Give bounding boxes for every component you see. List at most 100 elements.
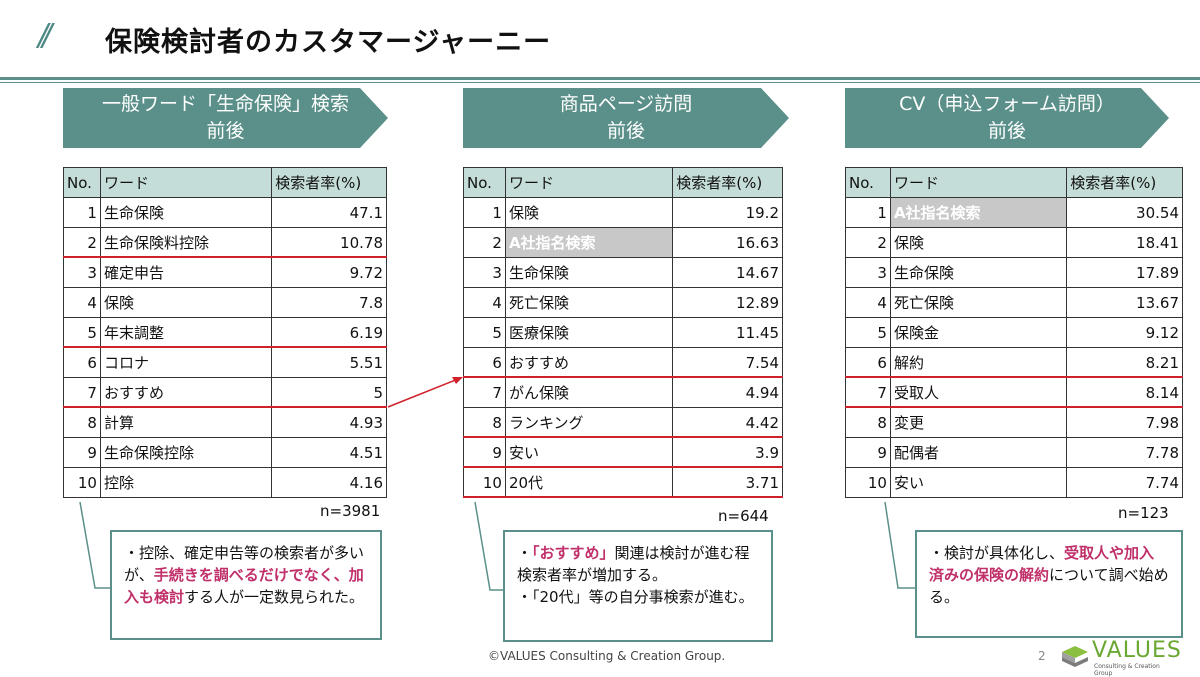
callout-connector-3 [884, 501, 917, 589]
column-header: No. [845, 167, 891, 198]
table-row: 4 死亡保険 12.89 [463, 287, 783, 318]
rank-cell: 10 [845, 467, 891, 498]
table-row: 4 死亡保険 13.67 [845, 287, 1183, 318]
rank-cell: 6 [463, 347, 506, 378]
word-cell: 生命保険料控除 [99, 227, 273, 258]
note-text: する人が一定数見られた。 [184, 588, 365, 606]
table-row: 5 保険金 9.12 [845, 317, 1183, 348]
note-text: ・「20代」等の自分事検索が進む。 [517, 588, 754, 606]
table-row: 2 保険 18.41 [845, 227, 1183, 258]
word-cell: 生命保険 [504, 257, 674, 288]
rate-cell: 6.19 [271, 317, 387, 348]
word-cell: 生命保険 [99, 197, 273, 228]
stage-title: 一般ワード「生命保険」検索 [101, 93, 349, 115]
note-text: について調べ始める。 [929, 566, 1169, 606]
red-arrow-head [452, 377, 463, 384]
red-underline [63, 346, 387, 348]
word-cell: コロナ [99, 347, 273, 378]
word-cell: 保険 [504, 197, 674, 228]
table-row: 2 生命保険料控除 10.78 [63, 227, 387, 258]
callout-connector-1 [79, 501, 112, 589]
note-text: ・検討が具体化し、 [929, 544, 1065, 562]
rate-cell: 4.42 [672, 407, 783, 438]
rank-cell: 2 [463, 227, 506, 258]
word-cell: A社指名検索 [504, 227, 674, 258]
word-cell: 安い [889, 467, 1068, 498]
sample-size: n=123 [1118, 504, 1169, 522]
sample-size: n=3981 [320, 502, 381, 520]
sample-size: n=644 [718, 507, 769, 525]
table-row: 5 医療保険 11.45 [463, 317, 783, 348]
rank-cell: 5 [63, 317, 101, 348]
table-row: 1 A社指名検索 30.54 [845, 197, 1183, 228]
table-row: 7 がん保険 4.94 [463, 377, 783, 408]
insight-callout-3: ・検討が具体化し、受取人や加入済みの保険の解約について調べ始める。 [915, 530, 1183, 638]
rank-cell: 5 [463, 317, 506, 348]
column-header: No. [463, 167, 506, 198]
rank-cell: 10 [63, 467, 101, 498]
keyword-table-3: No. ワード 検索者率(%) 1 A社指名検索 30.54 2 保険 18.41 3 生命保険 17… [845, 167, 1183, 498]
word-cell: 変更 [889, 407, 1068, 438]
table-row: 5 年末調整 6.19 [63, 317, 387, 348]
table-row: 4 保険 7.8 [63, 287, 387, 318]
table-header: No. ワード 検索者率(%) [463, 167, 783, 198]
note-text: 関連は検討が進む程検索者率が増加する。 [517, 544, 750, 584]
rank-cell: 4 [63, 287, 101, 318]
stage-header-2: 商品ページ訪問 前後 [463, 88, 789, 148]
rate-cell: 47.1 [271, 197, 387, 228]
red-underline [63, 256, 387, 258]
column-header: No. [63, 167, 101, 198]
word-cell: 計算 [99, 407, 273, 438]
table-row: 1 保険 19.2 [463, 197, 783, 228]
table-row: 8 計算 4.93 [63, 407, 387, 438]
note-text: ・控除、確定申告等の検索者が多いが、 [124, 544, 365, 584]
rate-cell: 7.78 [1066, 437, 1183, 468]
stage-subtitle: 前後 [987, 120, 1026, 142]
word-cell: 生命保険控除 [99, 437, 273, 468]
word-cell: 解約 [889, 347, 1068, 378]
red-underline [463, 466, 783, 468]
table-row: 2 A社指名検索 16.63 [463, 227, 783, 258]
table-row: 10 控除 4.16 [63, 467, 387, 498]
stage-title: CV（申込フォーム訪問） [899, 93, 1115, 115]
footer-copyright: ©VALUES Consulting & Creation Group. [488, 649, 726, 663]
red-underline [463, 436, 783, 438]
logo-subtext: Consulting & Creation Group [1094, 663, 1160, 677]
note-text: ・ [517, 544, 533, 562]
logo-mark-icon [1062, 646, 1088, 667]
rank-cell: 7 [845, 377, 891, 408]
red-underline [845, 406, 1183, 408]
callout-connector-2 [474, 501, 505, 591]
rate-cell: 8.21 [1066, 347, 1183, 378]
red-underline [463, 376, 783, 378]
table-row: 6 解約 8.21 [845, 347, 1183, 378]
stage-header-1: 一般ワード「生命保険」検索 前後 [63, 88, 388, 148]
rank-cell: 7 [463, 377, 506, 408]
rank-cell: 1 [845, 197, 891, 228]
word-cell: 生命保険 [889, 257, 1068, 288]
column-header: ワード [889, 167, 1068, 198]
stage-subtitle: 前後 [606, 120, 645, 142]
rate-cell: 5.51 [271, 347, 387, 378]
column-header: 検索者率(%) [672, 167, 783, 198]
word-cell: 控除 [99, 467, 273, 498]
stage-subtitle: 前後 [206, 120, 245, 142]
rank-cell: 1 [463, 197, 506, 228]
word-cell: がん保険 [504, 377, 674, 408]
rank-cell: 9 [845, 437, 891, 468]
table-row: 1 生命保険 47.1 [63, 197, 387, 228]
rate-cell: 19.2 [672, 197, 783, 228]
rate-cell: 10.78 [271, 227, 387, 258]
red-underline [63, 406, 387, 408]
red-underline [463, 496, 783, 498]
word-cell: 死亡保険 [889, 287, 1068, 318]
rate-cell: 7.74 [1066, 467, 1183, 498]
values-logo: VALUES Consulting & Creation Group [1060, 638, 1181, 677]
table-row: 9 配偶者 7.78 [845, 437, 1183, 468]
table-row: 8 ランキング 4.42 [463, 407, 783, 438]
rate-cell: 16.63 [672, 227, 783, 258]
rate-cell: 3.71 [672, 467, 783, 498]
insight-callout-2: ・「おすすめ」関連は検討が進む程検索者率が増加する。 ・「20代」等の自分事検索が… [503, 530, 773, 642]
table-header: No. ワード 検索者率(%) [845, 167, 1183, 198]
column-header: 検索者率(%) [1066, 167, 1183, 198]
